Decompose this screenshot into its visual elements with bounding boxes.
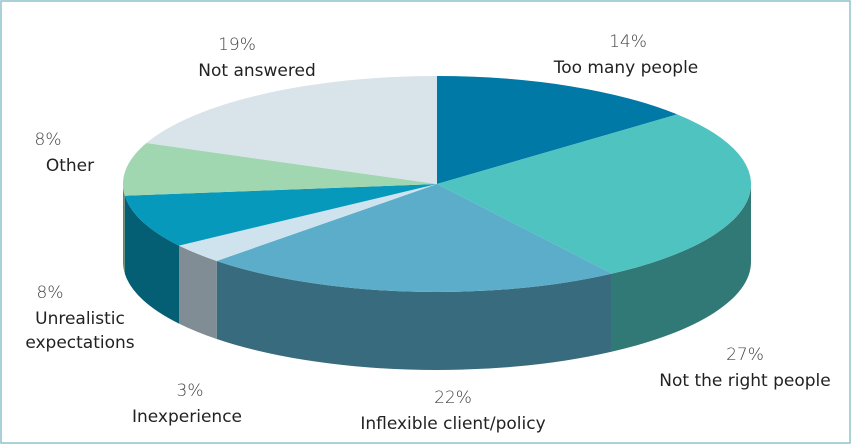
slice-label: Unrealistic expectations xyxy=(25,309,134,353)
slice-percent: 3% xyxy=(177,381,204,401)
pie-wall xyxy=(611,184,751,352)
pie-slice xyxy=(437,114,752,274)
slice-percent: 19% xyxy=(218,35,256,55)
slice-label: Not answered xyxy=(198,61,315,81)
pie-slice xyxy=(437,76,678,184)
pie-slice xyxy=(124,184,437,246)
slice-percent: 8% xyxy=(37,283,64,303)
slice-percent: 22% xyxy=(434,388,472,408)
pie-slice xyxy=(123,143,438,196)
slice-percent: 27% xyxy=(726,345,764,365)
pie-slice xyxy=(146,76,437,184)
pie-labels: 14% Too many people 27% Not the right peopl… xyxy=(25,32,830,434)
slice-label: Too many people xyxy=(553,58,699,78)
pie-tops xyxy=(123,76,752,293)
pie-wall xyxy=(124,195,180,324)
slice-label: Other xyxy=(46,156,94,176)
slice-label: Inflexible client/policy xyxy=(360,414,545,434)
pie-walls xyxy=(123,184,751,371)
pie-slice xyxy=(179,184,437,261)
pie-wall xyxy=(123,184,125,274)
pie-slice xyxy=(216,184,612,293)
slice-label: Not the right people xyxy=(659,371,830,391)
pie-wall xyxy=(216,260,612,371)
slice-label: Inexperience xyxy=(132,407,242,427)
slice-percent: 8% xyxy=(35,130,62,150)
slice-percent: 14% xyxy=(609,32,647,52)
pie-wall xyxy=(179,245,217,339)
